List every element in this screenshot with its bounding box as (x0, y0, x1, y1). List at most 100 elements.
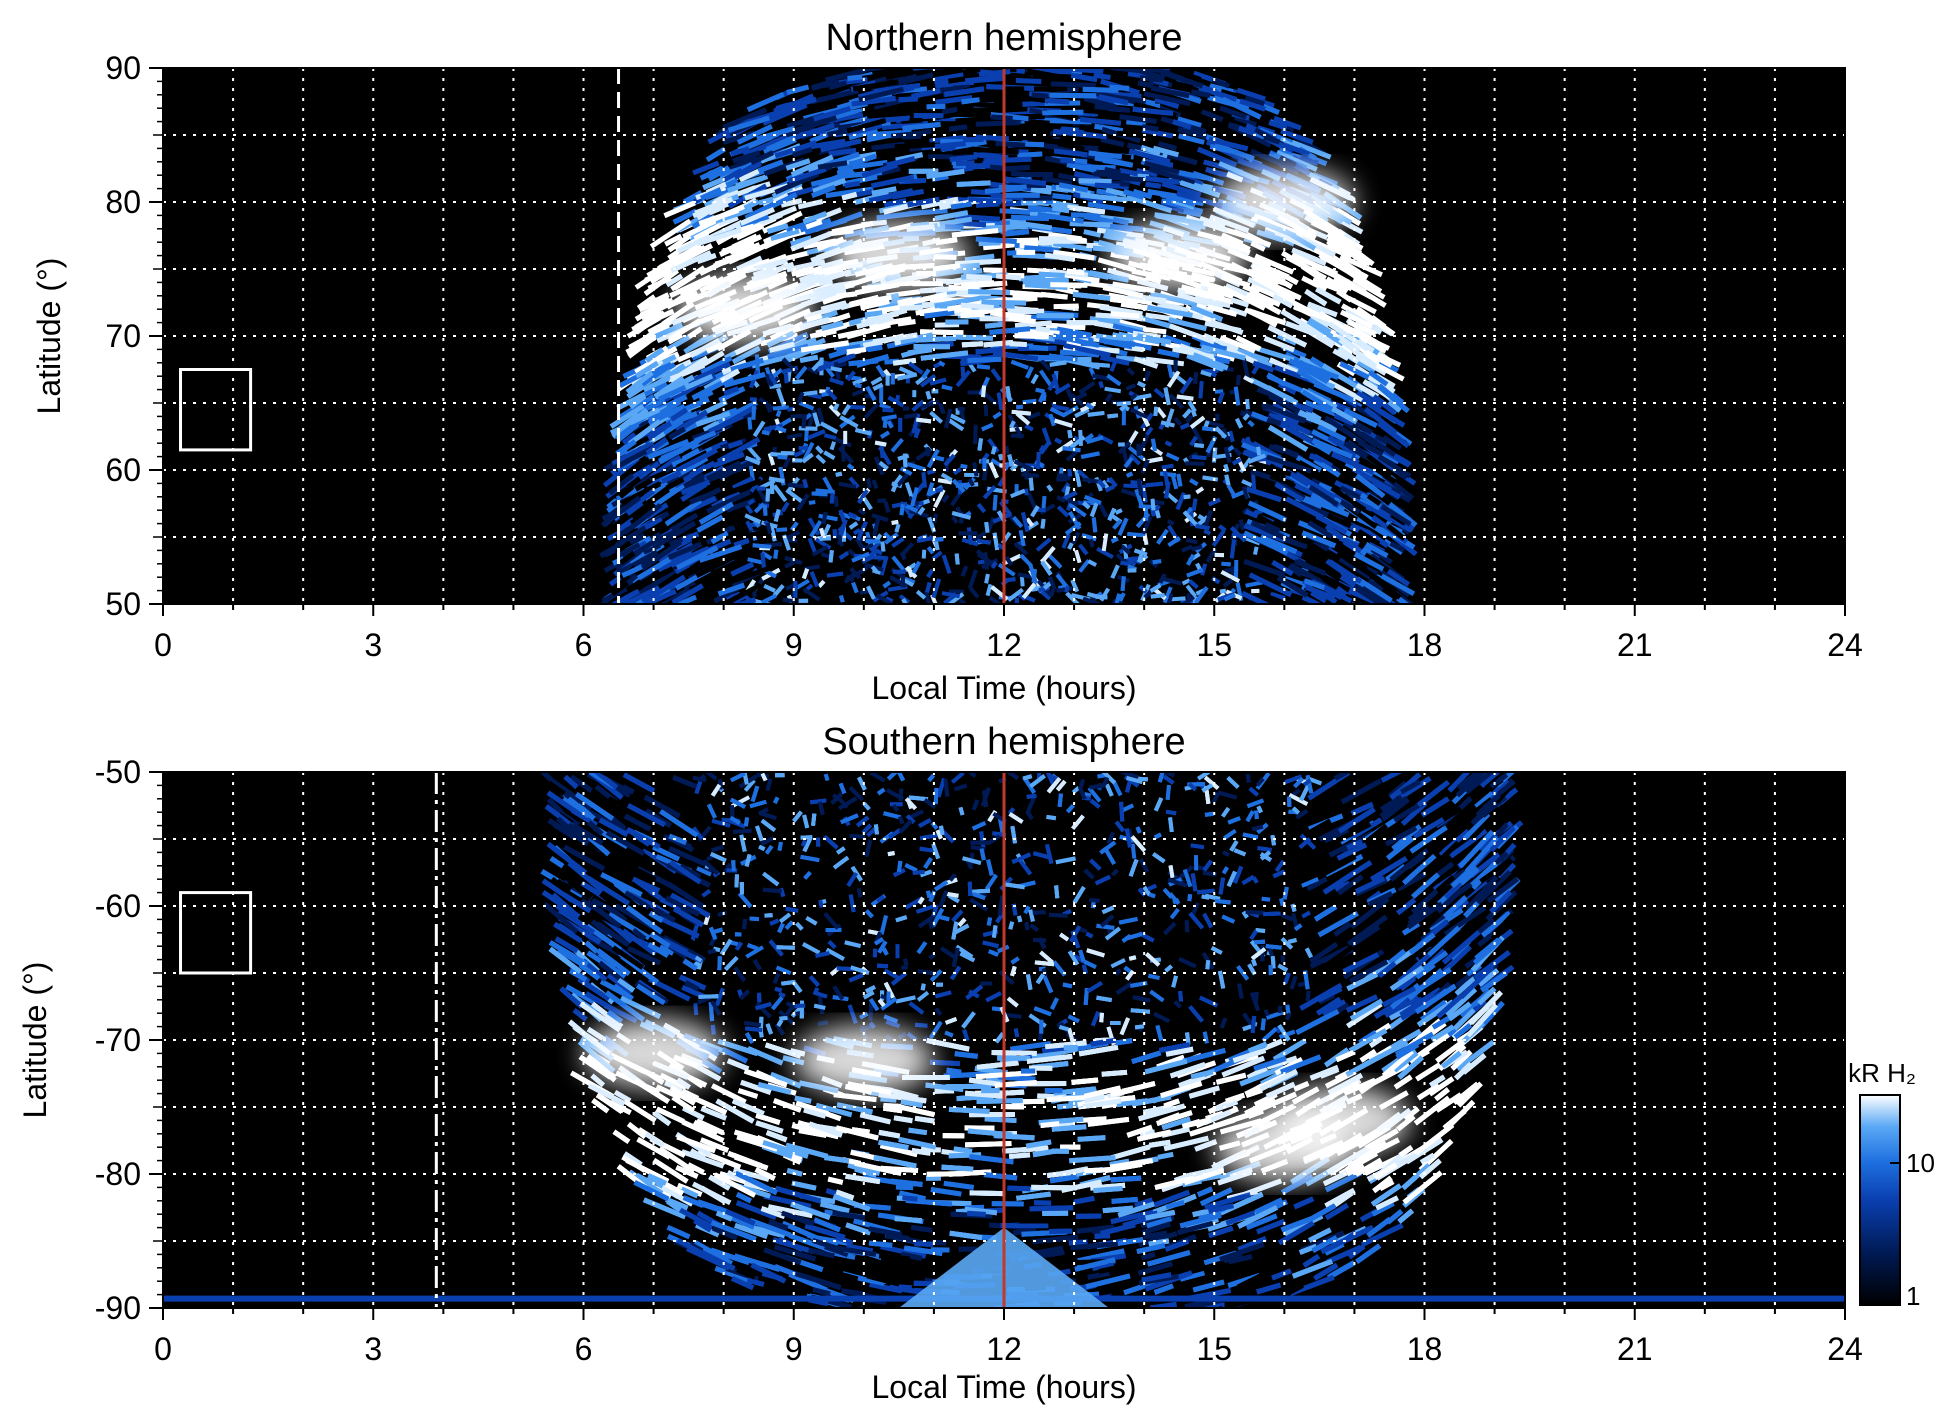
heatmap-cell (1351, 283, 1387, 308)
heatmap-cell (872, 382, 884, 391)
heatmap-cell (1101, 156, 1132, 168)
heatmap-cell (851, 95, 897, 107)
heatmap-cell (1035, 451, 1041, 470)
heatmap-cell (1110, 536, 1119, 544)
heatmap-cell (687, 495, 717, 513)
heatmap-cell (1188, 579, 1199, 590)
heatmap-cell (1054, 418, 1073, 428)
heatmap-cell (787, 482, 807, 489)
heatmap-cell (1325, 244, 1348, 258)
heatmap-cell (1208, 497, 1221, 507)
heatmap-cell (1104, 484, 1115, 493)
heatmap-cell (797, 199, 824, 210)
heatmap-cell (798, 445, 809, 451)
heatmap-cell (926, 482, 935, 497)
heatmap-cell (1050, 81, 1096, 88)
heatmap-cell (948, 589, 965, 594)
heatmap-cell (770, 481, 775, 495)
heatmap-cell (1133, 548, 1148, 557)
heatmap-cell (1086, 592, 1104, 600)
heatmap-cell (833, 402, 840, 411)
heatmap-cell (976, 364, 991, 370)
heatmap-cell (1057, 140, 1085, 152)
heatmap-cell (809, 519, 823, 538)
heatmap-cell (1195, 562, 1202, 571)
heatmap-cell (1221, 285, 1266, 311)
heatmap-cell (1259, 534, 1298, 555)
heatmap-cell (1127, 531, 1146, 538)
heatmap-cell (1294, 565, 1323, 584)
heatmap-cell (907, 462, 926, 472)
heatmap-cell (1209, 214, 1250, 234)
heatmap-cell (742, 134, 789, 158)
heatmap-cell (898, 366, 917, 377)
heatmap-cell (1247, 308, 1287, 326)
heatmap-cell (667, 541, 703, 560)
heatmap-cell (1136, 443, 1141, 456)
heatmap-cell (982, 485, 997, 500)
heatmap-cell (1015, 411, 1031, 426)
heatmap-cell (823, 433, 837, 440)
heatmap-cell (1072, 291, 1111, 301)
heatmap-cell (776, 387, 786, 407)
heatmap-cell (835, 471, 843, 477)
heatmap-cell (1168, 393, 1184, 410)
heatmap-cell (642, 375, 672, 392)
heatmap-cell (665, 273, 684, 288)
heatmap-cell (793, 580, 798, 598)
heatmap-cell (1145, 456, 1163, 464)
heatmap-cell (831, 220, 874, 235)
heatmap-cell (744, 455, 761, 466)
heatmap-cell (1339, 485, 1362, 500)
heatmap-cell (841, 404, 851, 416)
heatmap-cell (1140, 458, 1150, 474)
heatmap-cell (1083, 433, 1094, 443)
heatmap-cell (726, 264, 754, 279)
heatmap-cell (828, 147, 857, 157)
heatmap-cell (689, 338, 721, 358)
heatmap-cell (848, 476, 860, 489)
heatmap-cell (960, 463, 968, 469)
heatmap-cell (1161, 181, 1202, 198)
heatmap-cell (1235, 335, 1262, 352)
heatmap-cell (820, 300, 847, 312)
heatmap-cell (1161, 463, 1174, 470)
heatmap-cell (723, 386, 740, 397)
heatmap-cell (1190, 304, 1224, 322)
heatmap-cell (1125, 556, 1139, 562)
heatmap-cell (1123, 483, 1141, 489)
heatmap-cell (1084, 494, 1102, 505)
heatmap-cell (736, 255, 763, 272)
heatmap-cell (1061, 482, 1071, 494)
heatmap-cell (1119, 114, 1157, 125)
heatmap-cell (647, 399, 682, 422)
heatmap-cell (981, 385, 987, 398)
heatmap-cell (1081, 533, 1097, 542)
heatmap-cell (898, 417, 903, 432)
heatmap-cell (696, 227, 743, 247)
heatmap-cell (634, 360, 659, 379)
heatmap-cell (1293, 559, 1327, 576)
heatmap-cell (1266, 454, 1312, 474)
heatmap-cell (1241, 591, 1278, 604)
heatmap-cell (828, 550, 834, 563)
heatmap-cell (636, 294, 657, 311)
northern-panel: Northern hemisphere 0 3 6 9 12 15 18 21 24506070… (31, 17, 1863, 706)
heatmap-cell (833, 495, 839, 507)
heatmap-cell (815, 453, 827, 465)
heatmap-cell (799, 354, 819, 364)
heatmap-cell (1101, 533, 1109, 552)
heatmap-cell (1389, 541, 1406, 553)
heatmap-cell (1007, 587, 1024, 602)
heatmap-cell (772, 405, 790, 411)
heatmap-cell (919, 285, 958, 294)
heatmap-cell (1177, 116, 1202, 128)
heatmap-cell (931, 578, 941, 599)
heatmap-cell (788, 166, 827, 184)
heatmap-cell (787, 489, 805, 505)
heatmap-cell (941, 554, 952, 574)
heatmap-cell (738, 168, 760, 183)
heatmap-cell (716, 436, 761, 464)
heatmap-cell (811, 545, 829, 557)
heatmap-cell (1030, 505, 1040, 518)
